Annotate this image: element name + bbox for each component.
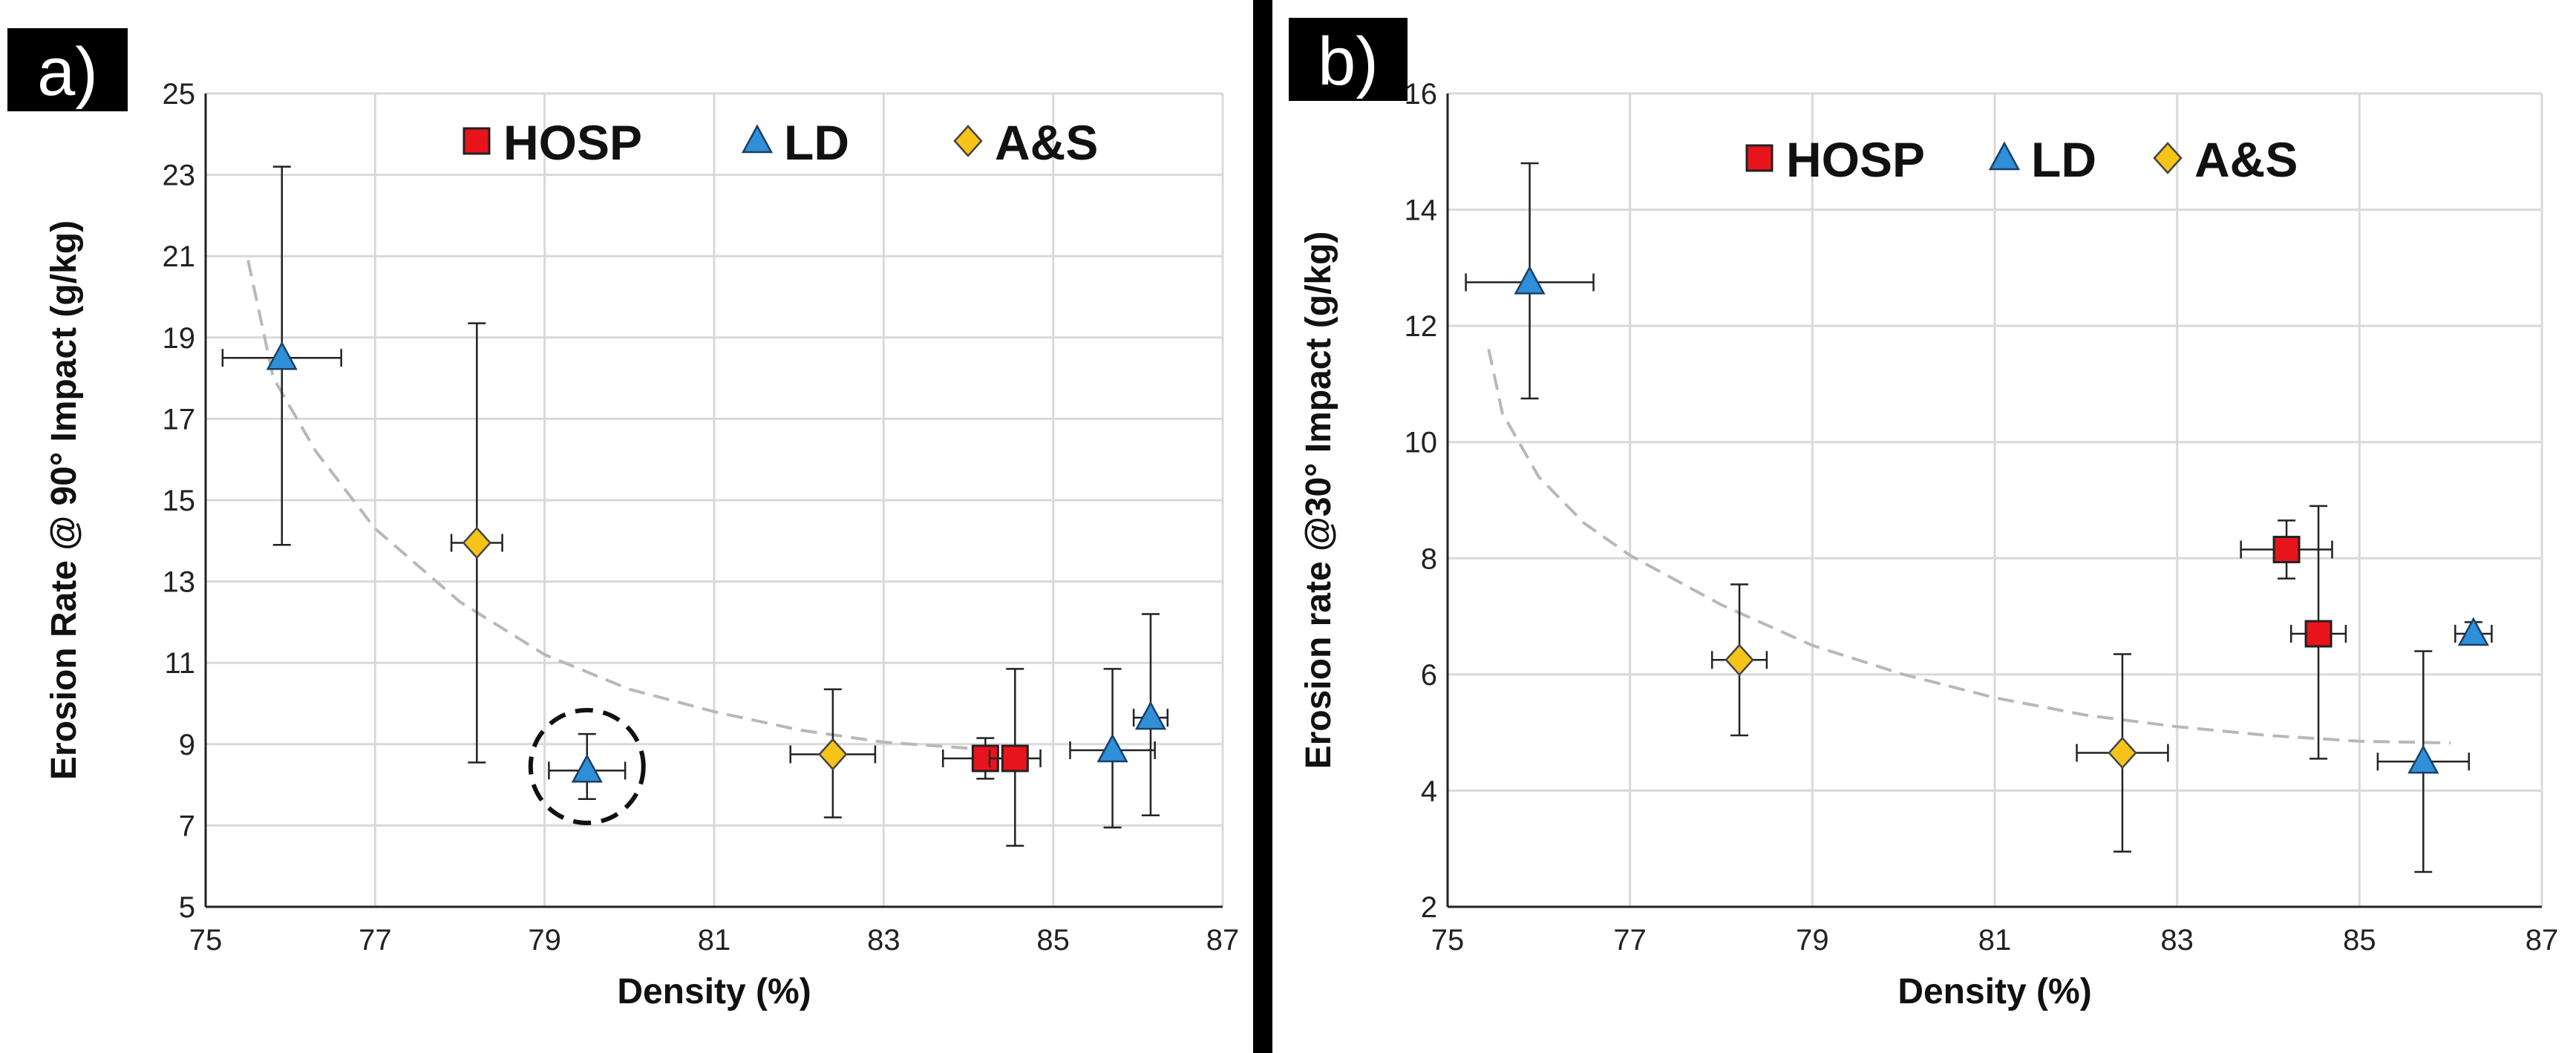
legend-marker bbox=[953, 125, 983, 157]
y-tick-label: 17 bbox=[163, 403, 196, 436]
x-tick-label: 87 bbox=[2526, 924, 2559, 957]
x-tick-label: 85 bbox=[1036, 924, 1070, 957]
panel-label-box bbox=[1289, 18, 1408, 101]
y-tick-label: 4 bbox=[1421, 775, 1437, 807]
data-point-triangle bbox=[1096, 733, 1128, 763]
x-tick-label: 77 bbox=[1613, 924, 1647, 957]
y-tick-label: 10 bbox=[1405, 427, 1438, 459]
legend-marker bbox=[1988, 141, 2021, 171]
y-tick-label: 13 bbox=[163, 566, 196, 599]
legend-marker bbox=[462, 127, 491, 155]
legend-label: HOSP bbox=[1786, 132, 1925, 187]
y-tick-label: 15 bbox=[163, 485, 196, 517]
data-point-triangle bbox=[2457, 617, 2489, 646]
data-point-square bbox=[2272, 536, 2301, 564]
data-point-triangle bbox=[1514, 265, 1546, 295]
x-tick-label: 77 bbox=[359, 924, 392, 957]
y-tick-label: 19 bbox=[163, 322, 196, 355]
x-tick-label: 87 bbox=[1206, 924, 1240, 957]
legend-label: LD bbox=[784, 115, 849, 170]
x-tick-label: 75 bbox=[189, 924, 223, 957]
fit-curve bbox=[246, 260, 1011, 752]
highlight-circle bbox=[528, 707, 646, 825]
panel-label: b) bbox=[1318, 24, 1379, 99]
data-point-diamond bbox=[1725, 643, 1754, 677]
y-tick-label: 23 bbox=[163, 160, 196, 192]
panel-label: a) bbox=[37, 34, 98, 110]
data-point-diamond bbox=[462, 526, 492, 560]
data-point-diamond bbox=[818, 738, 848, 771]
data-point-diamond bbox=[2108, 736, 2137, 770]
legend-marker bbox=[2153, 142, 2183, 174]
y-tick-label: 16 bbox=[1405, 78, 1438, 111]
x-tick-label: 85 bbox=[2343, 924, 2376, 957]
y-tick-label: 8 bbox=[1421, 542, 1437, 575]
legend-marker bbox=[1745, 144, 1774, 172]
y-tick-label: 12 bbox=[1405, 310, 1438, 343]
legend-label: LD bbox=[2031, 132, 2096, 187]
legend-marker bbox=[741, 124, 774, 154]
y-tick-label: 11 bbox=[164, 647, 195, 680]
data-point-triangle bbox=[266, 341, 298, 370]
legend-label: A&S bbox=[995, 115, 1098, 170]
y-tick-label: 5 bbox=[179, 891, 195, 924]
panel-a: 75 77 79 81 83 85 875791113151719212325Density… bbox=[7, 28, 1239, 1011]
y-tick-label: 9 bbox=[179, 729, 195, 761]
y-axis-title: Erosion Rate @ 90° Impact (g/kg) bbox=[45, 220, 84, 780]
error-bar bbox=[789, 688, 877, 819]
x-tick-label: 83 bbox=[2160, 924, 2194, 957]
fit-curve bbox=[1487, 349, 2451, 745]
y-tick-label: 21 bbox=[163, 240, 196, 273]
x-tick-label: 81 bbox=[1978, 924, 2012, 957]
panel-label-box bbox=[7, 28, 128, 111]
x-tick-label: 79 bbox=[528, 924, 561, 957]
panel-divider bbox=[1253, 0, 1272, 1053]
x-tick-label: 79 bbox=[1796, 924, 1829, 957]
data-point-square bbox=[2304, 620, 2333, 648]
y-tick-label: 25 bbox=[163, 78, 196, 111]
y-tick-label: 7 bbox=[179, 810, 195, 842]
x-tick-label: 83 bbox=[867, 924, 900, 957]
y-tick-label: 14 bbox=[1405, 194, 1438, 227]
panel-b: 75 77 79 81 83 85 87 2 4 6 8 10 12 14 16 Density (%) Ero… bbox=[1289, 18, 2558, 1011]
x-axis-title: Density (%) bbox=[1897, 972, 2091, 1011]
legend-label: HOSP bbox=[503, 115, 642, 170]
y-tick-label: 6 bbox=[1421, 659, 1437, 692]
x-axis-title: Density (%) bbox=[617, 972, 811, 1011]
data-point-triangle bbox=[571, 753, 603, 783]
x-tick-label: 75 bbox=[1431, 924, 1465, 957]
y-tick-label: 2 bbox=[1421, 891, 1437, 924]
data-point-square bbox=[1001, 744, 1029, 772]
legend-label: A&S bbox=[2194, 132, 2298, 187]
x-tick-label: 81 bbox=[698, 924, 731, 957]
y-axis-title: Erosion rate @30° Impact (g/kg) bbox=[1299, 232, 1338, 770]
data-point-triangle bbox=[2407, 744, 2439, 774]
data-point-triangle bbox=[1134, 701, 1167, 730]
